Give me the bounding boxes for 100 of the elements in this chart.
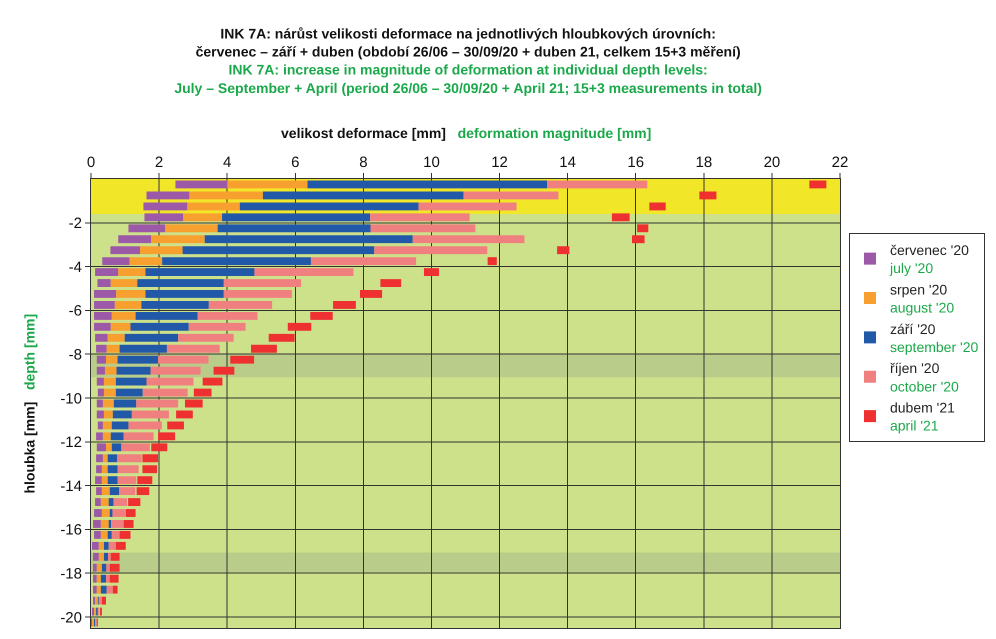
bar (146, 378, 194, 386)
bar (100, 586, 107, 594)
bar (96, 410, 104, 418)
bar (637, 224, 648, 232)
bar (96, 564, 102, 572)
bar (370, 213, 470, 222)
bar (143, 202, 188, 210)
bar (95, 476, 102, 484)
bar (97, 279, 111, 287)
bar (94, 322, 111, 331)
bar (93, 564, 97, 572)
bar (288, 322, 312, 331)
bar (310, 257, 416, 266)
bar (254, 268, 354, 276)
bar (118, 235, 152, 244)
text: deformation magnitude [mm] (458, 125, 652, 141)
bar (150, 366, 201, 375)
bar (124, 520, 134, 528)
bar (96, 400, 103, 408)
bar (116, 388, 143, 396)
bar (98, 421, 103, 430)
bar (110, 574, 119, 583)
bar (360, 290, 382, 298)
bar (110, 487, 120, 496)
bar (98, 542, 104, 550)
chart-subtitle: INK 7A: increase in magnitude of deformation at individual depth levels: July – September + April (period 26/06 – 30/09/20 + April 21; 15+3 measurements in total) (174, 62, 762, 96)
bar (108, 530, 112, 539)
bar (188, 322, 246, 331)
legend-label: září '20 september '20 (890, 320, 978, 355)
bar (145, 290, 224, 298)
bar (106, 443, 112, 452)
bar (104, 388, 116, 396)
bar (151, 443, 168, 452)
bar (165, 224, 218, 232)
bar (222, 213, 370, 222)
bar (166, 344, 220, 353)
bar (158, 432, 176, 440)
bar (612, 213, 630, 222)
bar (117, 454, 142, 462)
bar (136, 312, 198, 320)
bar (94, 530, 101, 539)
bar (488, 257, 497, 266)
y-tick-label: -16 (60, 522, 82, 539)
bar (108, 552, 111, 561)
bar (121, 443, 150, 452)
text: depth [mm] (22, 314, 38, 390)
bar (95, 334, 108, 342)
bar (102, 465, 108, 474)
bar (151, 235, 205, 244)
bar (110, 432, 124, 440)
x-tick-label: 0 (86, 154, 96, 171)
bar (110, 552, 120, 561)
bar (104, 410, 113, 418)
bar (108, 542, 116, 550)
bar (251, 344, 277, 353)
bar (557, 246, 570, 254)
bar (100, 530, 108, 539)
bar (699, 191, 716, 200)
bar (128, 224, 166, 232)
bar (137, 476, 152, 484)
bar (547, 180, 648, 188)
bar (146, 191, 190, 200)
bar (158, 356, 208, 364)
bar (137, 279, 224, 287)
y-tick-label: -18 (60, 565, 82, 582)
bar (136, 400, 178, 408)
bar (268, 334, 295, 342)
bar (96, 344, 107, 353)
bar (102, 421, 112, 430)
bar (204, 235, 413, 244)
bar (144, 213, 184, 222)
bar (94, 301, 115, 309)
y-tick-label: -20 (60, 609, 82, 626)
bar (98, 596, 102, 605)
bar (100, 574, 106, 583)
bar (102, 487, 110, 496)
bar (112, 443, 122, 452)
bar (809, 180, 826, 188)
bar (649, 202, 666, 210)
bar (96, 586, 101, 594)
bar (96, 366, 105, 375)
bar (108, 465, 118, 474)
bar (108, 498, 114, 506)
bar (175, 180, 228, 188)
bar (145, 268, 254, 276)
bar (108, 454, 118, 462)
bar (142, 454, 158, 462)
y-tick-label: -2 (68, 215, 82, 232)
bar (380, 279, 402, 287)
bar (102, 564, 106, 572)
bar (118, 476, 136, 484)
x-tick-label: 12 (491, 154, 508, 171)
bar (189, 191, 263, 200)
bar (124, 334, 178, 342)
x-tick-label: 14 (559, 154, 576, 171)
x-tick-label: 20 (764, 154, 780, 171)
bar (141, 301, 209, 309)
bar (93, 586, 97, 594)
bar (102, 454, 108, 462)
bar (102, 432, 111, 440)
